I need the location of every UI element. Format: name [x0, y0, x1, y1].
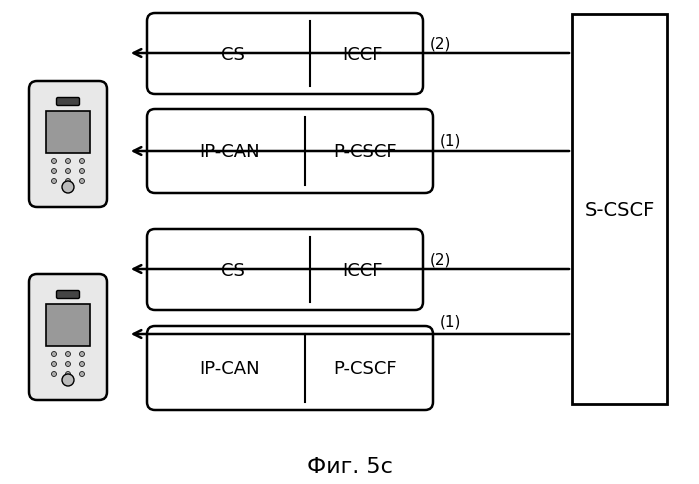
Text: S-CSCF: S-CSCF [584, 200, 655, 219]
Circle shape [52, 362, 57, 367]
Text: P-CSCF: P-CSCF [333, 143, 397, 161]
Circle shape [62, 182, 74, 194]
Circle shape [52, 352, 57, 357]
Text: CS: CS [221, 45, 245, 63]
Text: CS: CS [221, 261, 245, 279]
Circle shape [52, 179, 57, 184]
Circle shape [52, 159, 57, 164]
Text: IP-CAN: IP-CAN [200, 143, 260, 161]
Text: Фиг. 5c: Фиг. 5c [307, 456, 392, 476]
Circle shape [62, 374, 74, 386]
Circle shape [80, 159, 85, 164]
FancyBboxPatch shape [29, 82, 107, 208]
Circle shape [80, 352, 85, 357]
Text: ICCF: ICCF [343, 45, 383, 63]
Text: (1): (1) [440, 133, 461, 148]
FancyBboxPatch shape [57, 291, 80, 299]
Bar [46, 304, 90, 346]
Circle shape [52, 169, 57, 174]
FancyBboxPatch shape [57, 98, 80, 106]
Circle shape [80, 362, 85, 367]
Circle shape [80, 169, 85, 174]
Text: P-CSCF: P-CSCF [333, 359, 397, 377]
Circle shape [66, 352, 71, 357]
FancyBboxPatch shape [29, 274, 107, 400]
Circle shape [66, 372, 71, 377]
Text: (2): (2) [430, 36, 452, 51]
Circle shape [66, 169, 71, 174]
FancyBboxPatch shape [147, 14, 423, 95]
Circle shape [80, 372, 85, 377]
Circle shape [80, 179, 85, 184]
Circle shape [52, 372, 57, 377]
Circle shape [66, 179, 71, 184]
Text: ICCF: ICCF [343, 261, 383, 279]
Bar [46, 112, 90, 154]
Circle shape [66, 159, 71, 164]
Bar [572, 15, 667, 404]
FancyBboxPatch shape [147, 229, 423, 310]
FancyBboxPatch shape [147, 326, 433, 410]
Text: (2): (2) [430, 252, 452, 267]
Text: (1): (1) [440, 314, 461, 329]
Text: IP-CAN: IP-CAN [200, 359, 260, 377]
Circle shape [66, 362, 71, 367]
FancyBboxPatch shape [147, 110, 433, 194]
